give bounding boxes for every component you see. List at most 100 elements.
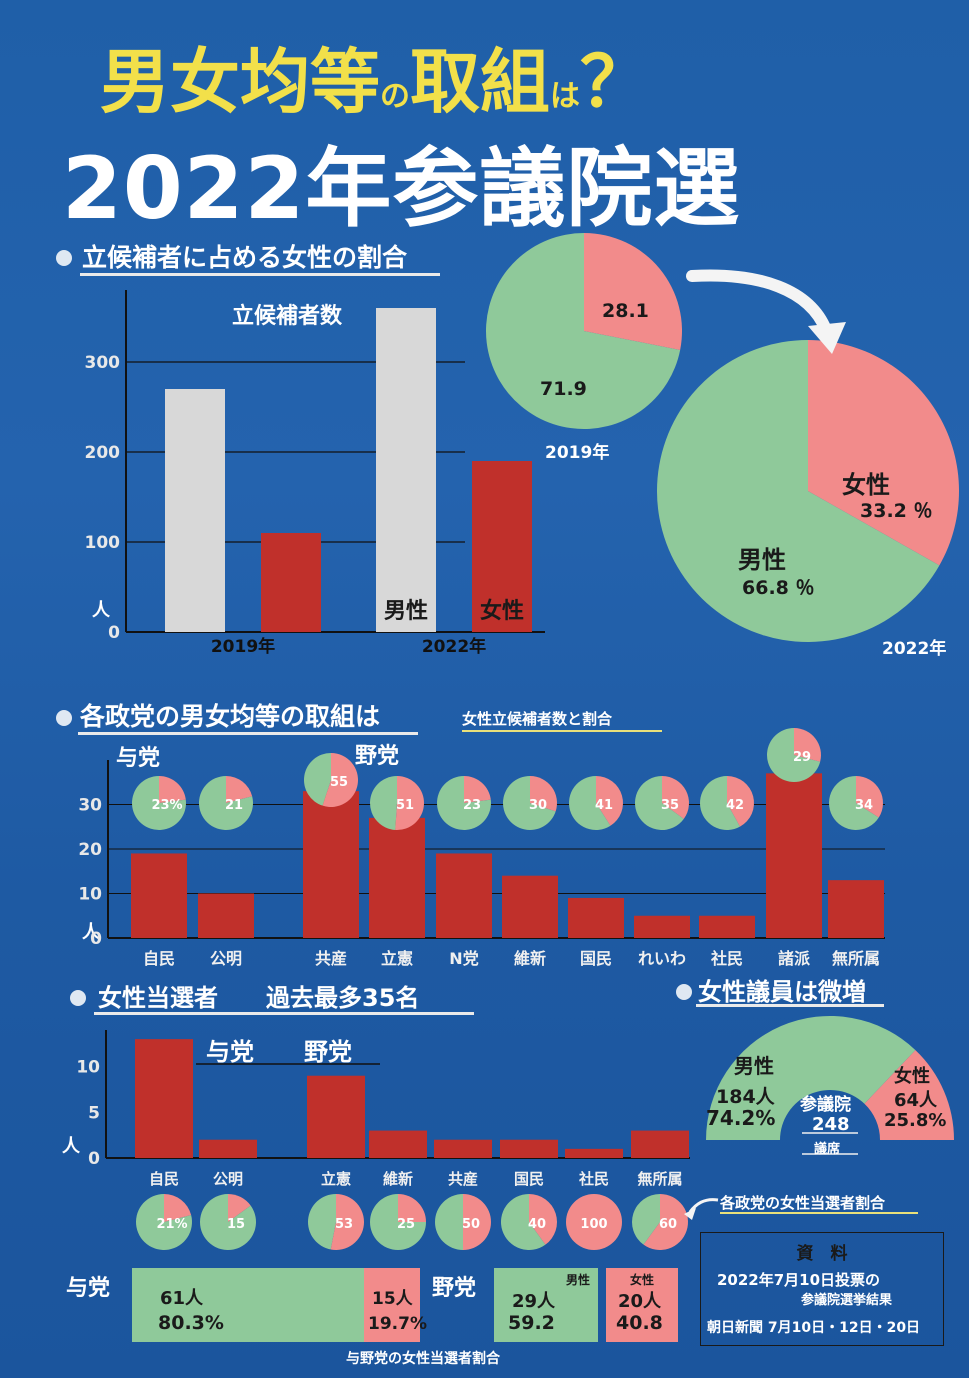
house-center-count: 248 (812, 1114, 850, 1135)
x-tick-label: 社民 (578, 1170, 609, 1188)
split-opposition-name: 野党 (432, 1276, 477, 1301)
underline (462, 730, 662, 732)
house-male-pct: 74.2% (706, 1106, 776, 1130)
x-tick-label: 維新 (514, 949, 546, 968)
pie2022-female-value: 33.2 ％ (860, 500, 933, 522)
pct-label-N党: 23 (463, 798, 481, 813)
series-label-男性: 男性 (384, 599, 428, 624)
bar-立憲 (369, 817, 425, 938)
x-tick-label: 維新 (383, 1170, 413, 1188)
bar-維新 (502, 875, 558, 938)
arrow-icon (686, 269, 832, 336)
pie-国民-female-slice (529, 1194, 558, 1245)
pie-自民-female-slice (159, 776, 186, 803)
pct-label-立憲: 53 (335, 1217, 353, 1232)
y-tick-label: 0 (88, 1149, 100, 1169)
arrow-head-icon (808, 322, 846, 354)
x-tick-label: 無所属 (637, 1170, 682, 1188)
chart4-pct-note: 各政党の女性当選者割合 (720, 1194, 886, 1212)
section-title-parties: 各政党の男女均等の取組は (80, 702, 381, 731)
x-tick-label: 2022年 (422, 636, 486, 657)
bullet-dot (56, 250, 72, 266)
title-part-b: 取組 (410, 41, 550, 123)
x-tick-label: れいわ (638, 949, 686, 968)
pie-公明-female-slice (226, 776, 253, 803)
pie2019-male-value: 71.9 (540, 378, 587, 400)
series-label-女性: 女性 (480, 598, 524, 624)
pie2019-caption: 2019年 (545, 443, 610, 463)
bullet-dot (56, 710, 72, 726)
y-tick-label: 5 (88, 1103, 100, 1123)
house-male-count: 184人 (716, 1086, 775, 1108)
pct-label-社民: 100 (580, 1217, 607, 1232)
chart4-group-opposition: 野党 (304, 1038, 352, 1066)
bar-共産 (434, 1139, 492, 1158)
house-center-unit: 議席 (814, 1142, 841, 1157)
source-box: 資 料 2022年7月10日投票の 参議院選挙結果 朝日新聞 7月10日・12日… (700, 1232, 944, 1346)
x-tick-label: 立憲 (321, 1170, 351, 1188)
pct-label-れいわ: 35 (661, 798, 679, 813)
house-male-band (706, 1016, 916, 1140)
bar-自民 (131, 853, 187, 938)
x-tick-label: 自民 (149, 1170, 179, 1188)
split-opposition-female-box (606, 1268, 678, 1342)
pie-れいわ-female-slice (662, 776, 689, 819)
x-tick-label: 諸派 (778, 949, 811, 968)
pie2022-caption: 2022年 (882, 639, 947, 659)
section-title-candidates: 立候補者に占める女性の割合 (82, 243, 408, 272)
split-opposition-male-pct: 59.2 (508, 1312, 555, 1334)
bar-れいわ (634, 915, 690, 938)
pie-諸派-male-slice (767, 728, 821, 782)
title-part-ha: は (550, 79, 580, 114)
split-ruling-female-count: 15人 (372, 1289, 413, 1309)
pie2022-male-label: 男性 (738, 546, 786, 574)
pie-維新-female-slice (530, 776, 557, 812)
pct-label-公明: 21 (225, 798, 243, 813)
source-line-1: 2022年7月10日投票の (717, 1271, 881, 1289)
bar-2019年-女性 (261, 533, 321, 632)
source-line-2: 参議院選挙結果 (801, 1293, 893, 1308)
house-female-band (864, 1050, 954, 1140)
split-ruling-female-pct: 19.7% (368, 1314, 427, 1334)
bar-公明 (198, 893, 254, 938)
y-tick-label: 20 (78, 840, 102, 860)
x-tick-label: 公明 (210, 949, 242, 968)
bar-公明 (199, 1139, 257, 1158)
x-tick-label: 国民 (514, 1170, 544, 1188)
x-tick-label: 立憲 (381, 949, 413, 968)
pie-国民-female-slice (596, 776, 623, 826)
split-ruling-female-box (364, 1268, 420, 1342)
bullet-dot (70, 990, 86, 1006)
bar-社民 (699, 915, 755, 938)
pie-無所属-female-slice (856, 776, 883, 818)
pie-無所属-male-slice (829, 776, 879, 830)
bullet-dot (676, 984, 692, 1000)
pie-立憲-male-slice (370, 776, 397, 830)
pct-label-維新: 30 (529, 798, 547, 813)
bar-自民 (135, 1039, 193, 1158)
y-tick-label: 30 (78, 796, 102, 816)
x-tick-label: 共産 (448, 1170, 478, 1188)
pointer-arrow-head-icon (684, 1208, 696, 1220)
pct-label-諸派: 29 (793, 750, 811, 765)
underline (94, 1012, 474, 1015)
pie-立憲-male-slice (308, 1194, 336, 1250)
pct-label-維新: 25 (397, 1217, 415, 1232)
split-ruling-name: 与党 (66, 1276, 111, 1301)
split-opposition-male-box (494, 1268, 598, 1342)
pie-無所属-female-slice (643, 1194, 688, 1251)
split-opposition-male-label: 男性 (566, 1273, 591, 1287)
x-tick-label: 社民 (710, 949, 743, 968)
chart4-ylabel: 人 (62, 1136, 80, 1157)
y-tick-label: 300 (85, 353, 121, 373)
chart1-ylabel: 人 (92, 600, 110, 621)
chart4-group-ruling: 与党 (206, 1038, 254, 1066)
section-title-female-winners: 女性当選者 過去最多35名 (98, 984, 420, 1012)
pie-れいわ-male-slice (635, 776, 684, 830)
